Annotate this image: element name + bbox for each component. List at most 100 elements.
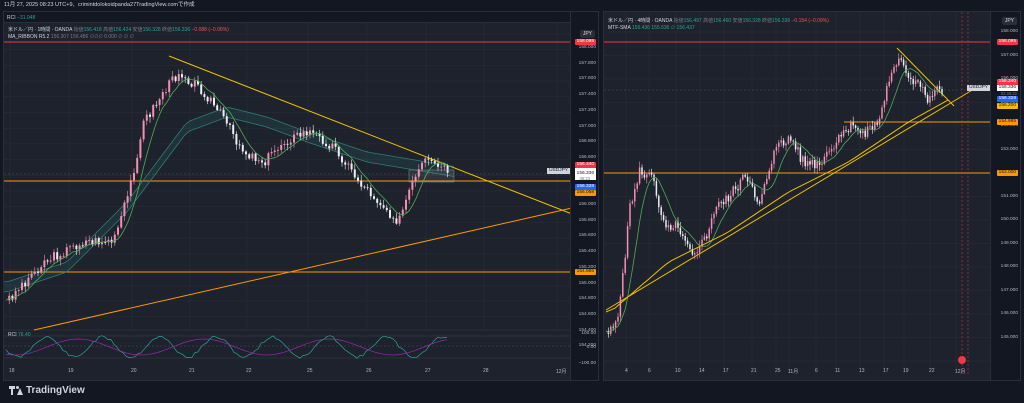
candle: [710, 218, 713, 229]
price-axis-label: 148.000: [1000, 264, 1018, 269]
candle: [902, 59, 905, 66]
candle: [713, 213, 715, 219]
price-axis-label: 155.800: [578, 217, 596, 223]
candle: [934, 90, 936, 97]
candle: [919, 81, 922, 87]
currency-label[interactable]: JPY: [1001, 17, 1017, 25]
candle: [171, 76, 174, 81]
candle: [43, 260, 46, 268]
candle: [222, 109, 225, 117]
candle: [766, 178, 768, 184]
currency-label[interactable]: JPY: [579, 30, 595, 38]
candle: [804, 156, 806, 167]
candle: [72, 245, 75, 247]
candle: [842, 130, 845, 137]
candle: [811, 160, 814, 165]
candle: [881, 107, 883, 119]
candle: [101, 242, 103, 245]
price-axis-4h[interactable]: JPY 158.000157.000156.000155.000154.0001…: [990, 12, 1020, 380]
trendline-up: [605, 88, 975, 311]
candle: [802, 156, 804, 162]
price-axis-label: 158.000: [1000, 29, 1018, 34]
price-axis-label: 155.000: [578, 280, 596, 286]
candle: [643, 174, 646, 178]
candle: [286, 143, 289, 145]
candle: [742, 174, 744, 180]
price-axis-label: 155.200: [578, 264, 596, 270]
candle: [305, 131, 308, 136]
ma-ribbon-legend[interactable]: MA_RIBBON R5.2 156.307 156.486 ∅∅∅ 0.000…: [8, 34, 134, 40]
rci-legend: RCI 76.40: [8, 332, 31, 338]
ma-ribbon-line: [4, 107, 455, 283]
candle: [203, 94, 206, 98]
candle: [245, 151, 247, 155]
price-axis-label: 150.000: [1000, 217, 1018, 222]
price-axis-1h[interactable]: JPY 158.000 157.800 157.600 157.400 157.200 1…: [570, 12, 598, 380]
candle: [857, 127, 859, 131]
candle: [366, 187, 369, 189]
candle: [379, 202, 382, 206]
price-chart-4h[interactable]: [604, 12, 1021, 381]
candle: [778, 142, 780, 147]
time-axis-label: 17: [883, 368, 889, 374]
candle: [854, 125, 857, 128]
candle: [69, 246, 71, 248]
time-axis-label: 18: [9, 368, 15, 374]
chart-pane-1h[interactable]: RCI −31.048 米ドル／円 · 1時間 · OANDA 始値156.41…: [3, 11, 599, 381]
candle: [890, 72, 893, 82]
candle: [775, 146, 778, 151]
candle: [684, 236, 686, 241]
candle: [312, 130, 315, 133]
candle: [708, 228, 710, 239]
candle: [440, 166, 443, 168]
time-axis-label: 22: [246, 368, 252, 374]
rci-axis-label: −100.00: [578, 361, 596, 366]
candle: [878, 118, 881, 125]
orange-low-tag: 153.000: [996, 170, 1018, 176]
chart-info-bar: 11月 27, 2025 08:23 UTC+9、crimintdolokoid…: [0, 0, 1024, 11]
time-axis-label: 12月: [955, 369, 966, 375]
chart-pane-4h[interactable]: 米ドル／円 · 4時間 · OANDA 始値156.497 高値156.460 …: [603, 11, 1021, 381]
candle: [691, 249, 694, 255]
candle: [924, 86, 926, 95]
orange-mid-tag: 154.985: [996, 119, 1018, 125]
time-axis-label: 17: [723, 368, 729, 374]
candle: [917, 80, 919, 82]
mtf-sma-legend[interactable]: MTF-SMA 156.436 155.636 ∅ 156.437: [608, 25, 695, 31]
candle: [181, 74, 183, 78]
orange-mid-tag: 156.058: [574, 190, 596, 196]
candle: [850, 122, 852, 133]
candle: [56, 252, 59, 260]
time-axis-4h[interactable]: 4 6 10 14 17 21 25 11月 6 11 13 17 19 22 12月: [603, 364, 1021, 378]
time-axis-label: 27: [425, 368, 431, 374]
candle: [197, 80, 199, 85]
candle: [417, 169, 420, 177]
time-axis-1h[interactable]: 18 19 20 21 22 25 26 27 28 12月: [3, 364, 599, 378]
gold-tag: 156.200: [996, 103, 1018, 109]
candle: [746, 176, 749, 182]
candle: [898, 58, 900, 66]
candle: [662, 215, 665, 221]
candle: [895, 65, 898, 67]
price-axis-label: 154.600: [578, 311, 596, 317]
candle: [78, 245, 81, 250]
candle: [612, 326, 614, 328]
candle: [254, 153, 257, 161]
candle: [744, 174, 746, 177]
candle: [389, 210, 391, 218]
candle: [302, 131, 305, 137]
candle: [926, 94, 929, 103]
candle: [373, 196, 375, 199]
candle: [325, 143, 327, 147]
candle: [751, 182, 754, 187]
bid-tag: 156.328: [996, 96, 1018, 102]
price-chart-1h[interactable]: [4, 12, 599, 381]
price-axis-label: 145.000: [1000, 334, 1018, 340]
tradingview-logo[interactable]: TradingView: [9, 385, 85, 396]
candle: [59, 256, 62, 260]
candle: [883, 100, 886, 108]
candle: [158, 99, 161, 105]
price-axis-label: 158.000: [578, 45, 596, 50]
candle: [749, 181, 751, 183]
trendline-up: [33, 207, 573, 331]
